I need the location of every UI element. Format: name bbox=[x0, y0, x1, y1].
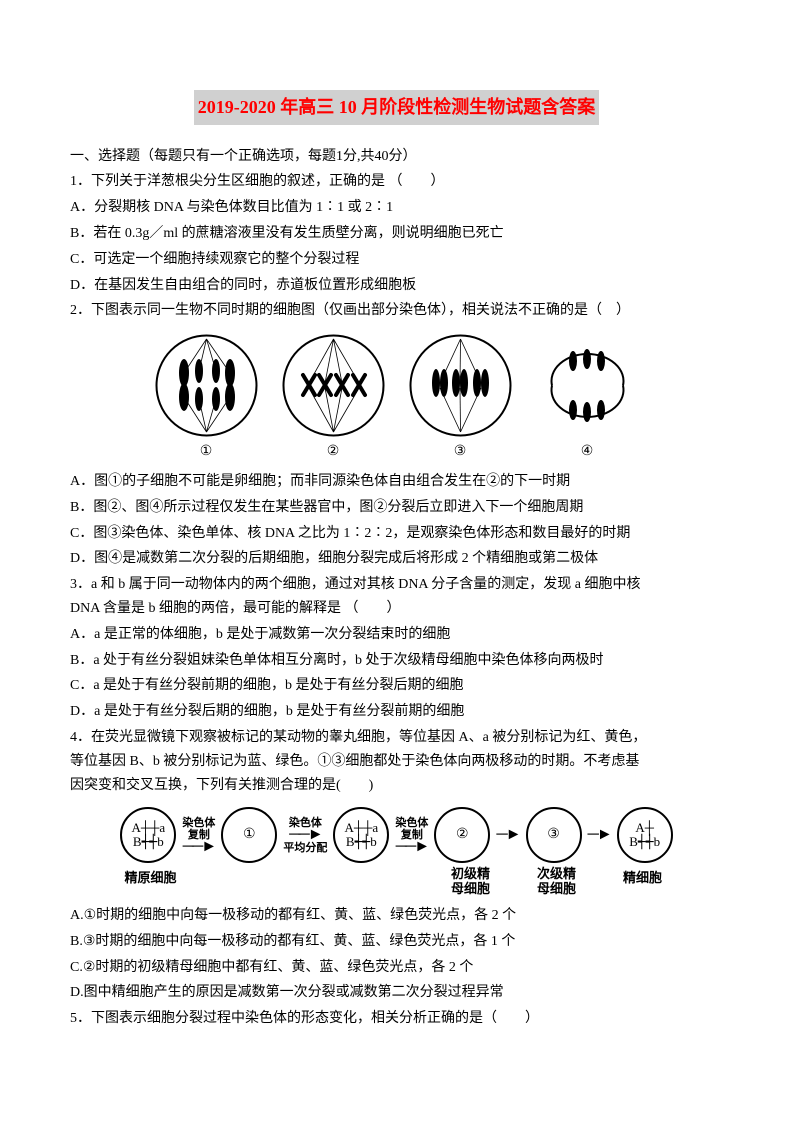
q1-opt-b: B．若在 0.3g／ml 的蔗糖溶液里没有发生质壁分离，则说明细胞已死亡 bbox=[70, 222, 723, 246]
gene-line: B┽┽b bbox=[629, 835, 660, 849]
flow-arrow-mid: 染色体 ──► 平均分配 bbox=[283, 817, 327, 854]
q5-stem: 5．下图表示细胞分裂过程中染色体的形态变化，相关分析正确的是（ ） bbox=[70, 1007, 723, 1031]
q4-stem-3: 因突变和交叉互换，下列有关推测合理的是( ) bbox=[70, 774, 723, 798]
q1-opt-d: D．在基因发生自由组合的同时，赤道板位置形成细胞板 bbox=[70, 274, 723, 298]
cell-diagram-1 bbox=[154, 333, 259, 438]
cell-label-1: ① bbox=[200, 440, 213, 464]
page-title: 2019-2020 年高三 10 月阶段性检测生物试题含答案 bbox=[194, 90, 600, 125]
arrow-icon: ──► bbox=[396, 841, 429, 854]
arrow-icon: ─► bbox=[496, 829, 519, 842]
q2-opt-b: B．图②、图④所示过程仅发生在某些器官中，图②分裂后立即进入下一个细胞周期 bbox=[70, 496, 723, 520]
q4-opt-b: B.③时期的细胞中向每一极移动的都有红、黄、蓝、绿色荧光点，各 1 个 bbox=[70, 930, 723, 954]
flow-node-3: ③ bbox=[526, 807, 582, 863]
gene-line: B┽┽b bbox=[346, 835, 377, 849]
q1-stem: 1．下列关于洋葱根尖分生区细胞的叙述，正确的是 （ ） bbox=[70, 170, 723, 194]
q3-opt-c: C．a 是处于有丝分裂前期的细胞，b 是处于有丝分裂后期的细胞 bbox=[70, 674, 723, 698]
q3-opt-a: A．a 是正常的体细胞，b 是处于减数第一次分裂结束时的细胞 bbox=[70, 623, 723, 647]
cell-diagram-4 bbox=[535, 333, 640, 438]
arrow-label: 染色体 bbox=[182, 817, 215, 829]
q2-stem: 2．下图表示同一生物不同时期的细胞图（仅画出部分染色体），相关说法不正确的是（ … bbox=[70, 299, 723, 323]
q3-opt-b: B．a 处于有丝分裂姐妹染色单体相互分离时，b 处于次级精母细胞中染色体移向两极… bbox=[70, 649, 723, 673]
flow-node-2: ② bbox=[434, 807, 490, 863]
q3-opt-d: D．a 是处于有丝分裂后期的细胞，b 是处于有丝分裂前期的细胞 bbox=[70, 700, 723, 724]
flow-label: 初级精 bbox=[451, 866, 490, 881]
flow-arrow-3: ─► bbox=[496, 829, 519, 842]
q4-opt-d: D.图中精细胞产生的原因是减数第一次分裂或减数第二次分裂过程异常 bbox=[70, 981, 723, 1005]
flow-arrow-1: 染色体 复制 ──► bbox=[182, 817, 215, 854]
q1-opt-c: C．可选定一个细胞持续观察它的整个分裂过程 bbox=[70, 248, 723, 272]
flow-node-1: ① bbox=[221, 807, 277, 863]
flow-node-sperm-cell: A┼ B┽┽b bbox=[617, 807, 673, 863]
gene-line: B┽┽b bbox=[133, 835, 164, 849]
flow-circle-label: ① bbox=[243, 827, 256, 844]
flow-node-sperm-progenitor: A┼┼a B┽┽b bbox=[120, 807, 176, 863]
flow-arrow-2: 染色体 复制 ──► bbox=[395, 817, 428, 854]
q1-opt-a: A．分裂期核 DNA 与染色体数目比值为 1∶1 或 2∶1 bbox=[70, 196, 723, 220]
flow-label: 精细胞 bbox=[615, 867, 671, 896]
flow-label: 母细胞 bbox=[451, 881, 490, 896]
q4-stem-1: 4．在荧光显微镜下观察被标记的某动物的睾丸细胞，等位基因 A、a 被分别标记为红… bbox=[70, 726, 723, 750]
flow-arrow-4: ─► bbox=[588, 829, 611, 842]
arrow-label: 染色体 bbox=[395, 817, 428, 829]
flow-label: 次级精 bbox=[537, 866, 576, 881]
q4-opt-c: C.②时期的初级精母细胞中都有红、黄、蓝、绿色荧光点，各 2 个 bbox=[70, 956, 723, 980]
cell-diagram-3 bbox=[408, 333, 513, 438]
section-heading: 一、选择题（每题只有一个正确选项，每题1分,共40分） bbox=[70, 145, 723, 169]
q2-figure: ① ② bbox=[70, 333, 723, 464]
arrow-label: 平均分配 bbox=[283, 842, 327, 854]
cell-diagram-2 bbox=[281, 333, 386, 438]
q4-opt-a: A.①时期的细胞中向每一极移动的都有红、黄、蓝、绿色荧光点，各 2 个 bbox=[70, 904, 723, 928]
q2-opt-d: D．图④是减数第二次分裂的后期细胞，细胞分裂完成后将形成 2 个精细胞或第二极体 bbox=[70, 547, 723, 571]
q4-flow-labels: 精原细胞 初级精 母细胞 次级精 母细胞 精细胞 bbox=[70, 867, 723, 896]
q2-opt-a: A．图①的子细胞不可能是卵细胞；而非同源染色体自由组合发生在②的下一时期 bbox=[70, 470, 723, 494]
q3-stem-1: 3．a 和 b 属于同一动物体内的两个细胞，通过对其核 DNA 分子含量的测定，… bbox=[70, 573, 723, 597]
arrow-icon: ──► bbox=[289, 829, 322, 842]
arrow-icon: ──► bbox=[183, 841, 216, 854]
arrow-icon: ─► bbox=[588, 829, 611, 842]
flow-circle-label: ③ bbox=[547, 827, 560, 844]
cell-label-4: ④ bbox=[581, 440, 594, 464]
q2-opt-c: C．图③染色体、染色单体、核 DNA 之比为 1∶2∶2，是观察染色体形态和数目… bbox=[70, 522, 723, 546]
cell-label-3: ③ bbox=[454, 440, 467, 464]
flow-circle-label: ② bbox=[456, 827, 469, 844]
q4-stem-2: 等位基因 B、b 被分别标记为蓝、绿色。①③细胞都处于染色体向两极移动的时期。不… bbox=[70, 750, 723, 774]
flow-label: 精原细胞 bbox=[123, 867, 179, 896]
q3-stem-2: DNA 含量是 b 细胞的两倍，最可能的解释是 （ ） bbox=[70, 597, 723, 621]
flow-node-sperm-progenitor-2: A┼┼a B┽┽b bbox=[333, 807, 389, 863]
flow-label: 母细胞 bbox=[537, 881, 576, 896]
q4-flow-diagram: A┼┼a B┽┽b 染色体 复制 ──► ① 染色体 ──► 平均分配 A┼┼a… bbox=[70, 807, 723, 863]
cell-label-2: ② bbox=[327, 440, 340, 464]
